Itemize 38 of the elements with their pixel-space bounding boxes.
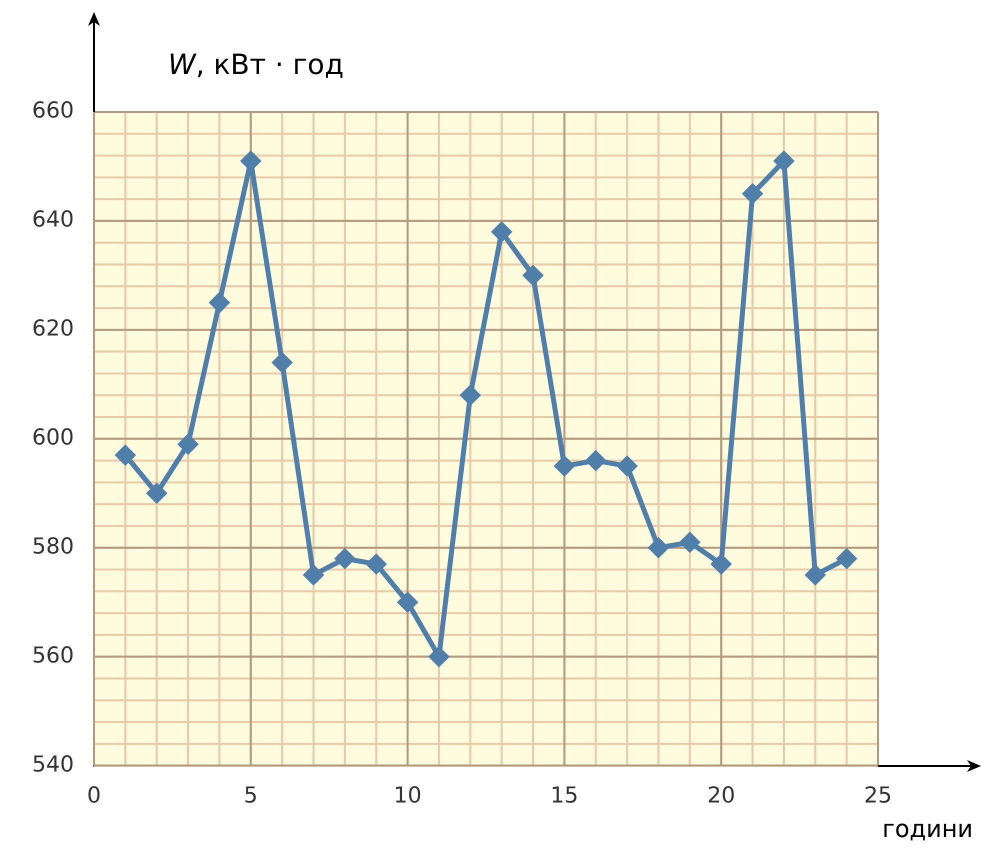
x-tick-label: 15 <box>550 784 578 809</box>
point <box>585 450 606 472</box>
point <box>397 592 418 613</box>
point <box>836 548 858 570</box>
x-tick-label: 25 <box>864 784 892 809</box>
x-tick-label: 0 <box>86 784 101 809</box>
y-tick-label: 540 <box>32 752 74 778</box>
point <box>146 482 168 504</box>
x-axis-title: години <box>882 815 973 843</box>
y-tick-label: 640 <box>32 208 74 233</box>
point <box>460 384 481 406</box>
point <box>366 554 387 575</box>
y-tick-label: 580 <box>32 534 74 560</box>
point <box>773 150 794 172</box>
point <box>303 564 324 586</box>
point <box>742 183 764 204</box>
x-tick-label: 10 <box>394 784 422 809</box>
point <box>178 434 199 455</box>
point <box>428 646 450 668</box>
point <box>272 352 293 374</box>
y-axis-title: W, кВт · год <box>168 48 344 81</box>
point <box>208 292 230 314</box>
point <box>334 548 356 570</box>
y-tick-label: 600 <box>32 426 74 451</box>
point <box>648 537 669 558</box>
point <box>554 456 575 477</box>
point <box>114 444 136 466</box>
y-tick-label: 620 <box>32 316 74 342</box>
y-tick-label: 660 <box>32 98 74 124</box>
point <box>804 564 826 586</box>
point <box>616 456 638 477</box>
point <box>522 264 544 286</box>
point <box>710 554 732 575</box>
x-tick-label: 5 <box>244 784 258 809</box>
point <box>679 532 700 553</box>
point <box>491 221 512 242</box>
y-tick-label: 560 <box>32 643 74 668</box>
x-tick-label: 20 <box>707 784 736 809</box>
